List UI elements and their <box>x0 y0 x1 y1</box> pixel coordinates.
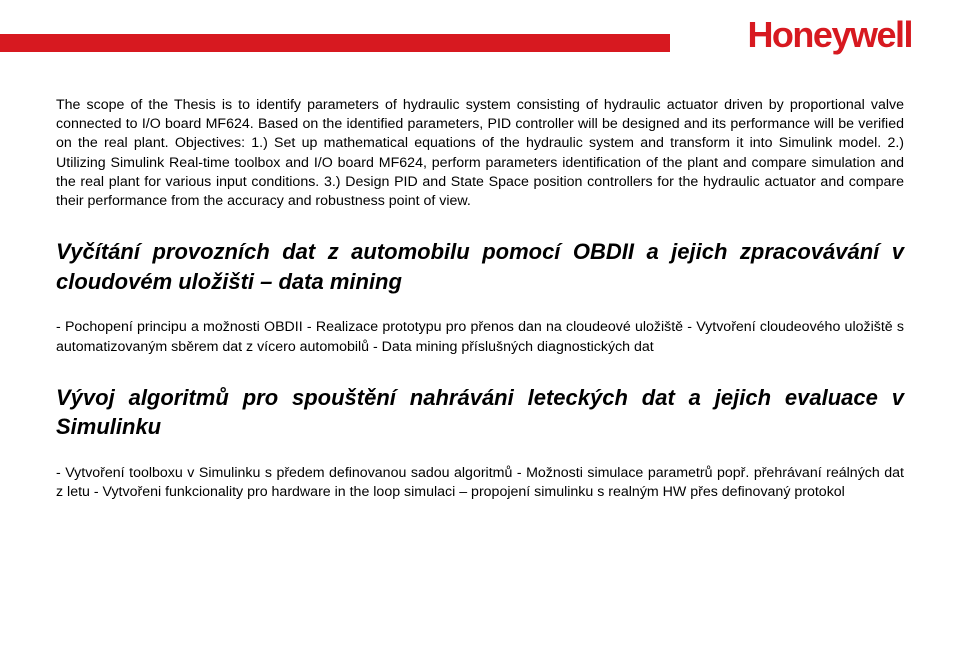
accent-bar <box>0 34 670 52</box>
document-header: Honeywell <box>0 0 960 68</box>
brand-logo: Honeywell <box>747 14 912 56</box>
document-body: The scope of the Thesis is to identify p… <box>0 68 960 502</box>
section-heading-obdii: Vyčítání provozních dat z automobilu pom… <box>56 237 904 296</box>
section-heading-simulink: Vývoj algoritmů pro spouštění nahráváni … <box>56 383 904 442</box>
thesis-scope-paragraph: The scope of the Thesis is to identify p… <box>56 96 904 211</box>
simulink-paragraph: - Vytvoření toolboxu v Simulinku s přede… <box>56 464 904 502</box>
obdii-paragraph: - Pochopení principu a možnosti OBDII - … <box>56 318 904 356</box>
